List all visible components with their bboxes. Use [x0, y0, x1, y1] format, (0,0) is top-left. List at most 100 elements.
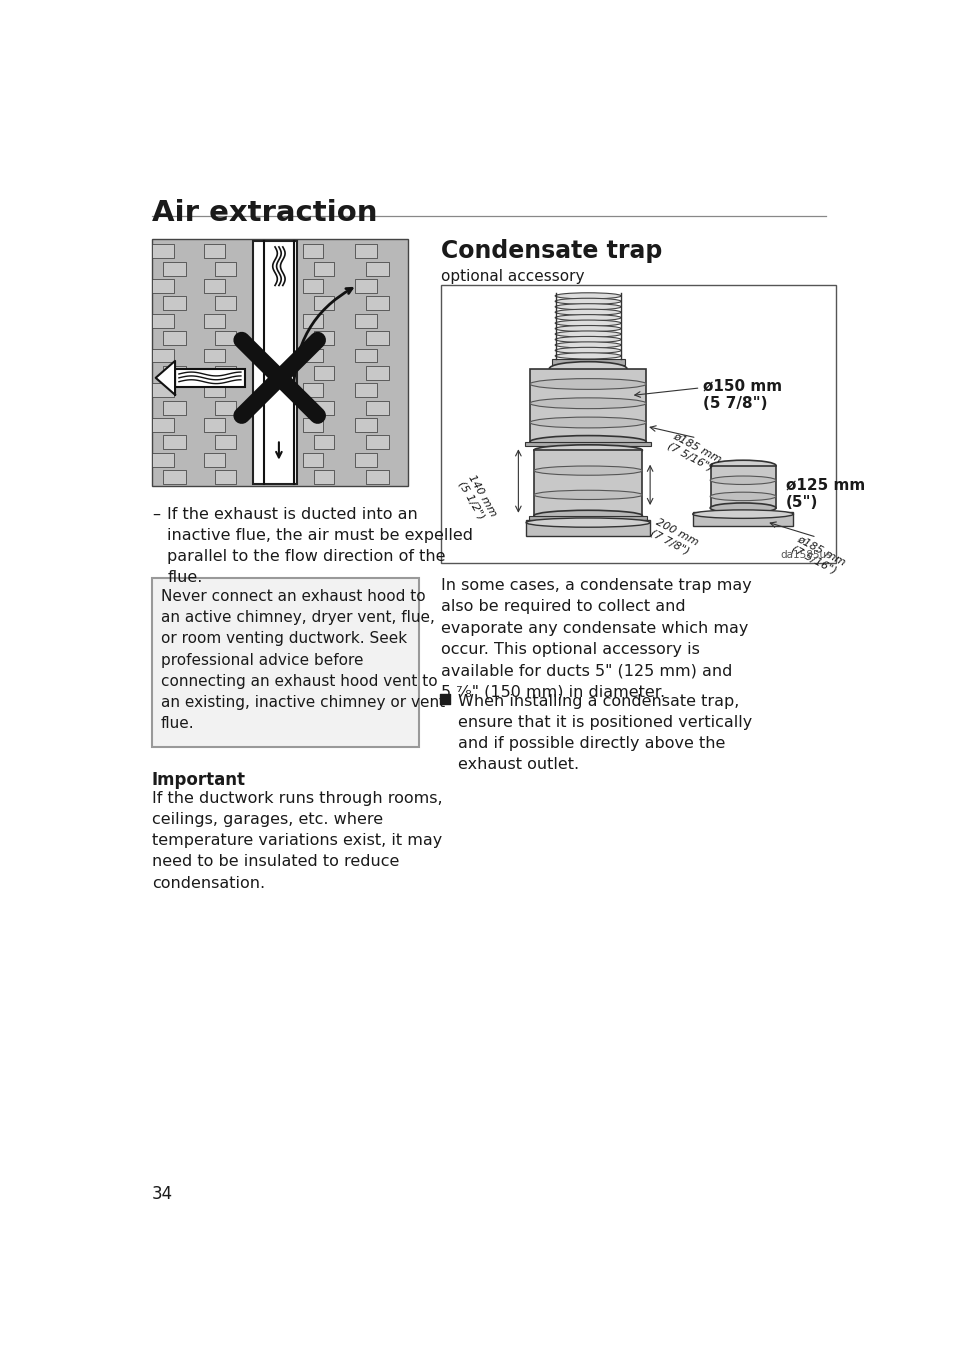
Bar [314, 331, 334, 345]
Ellipse shape [709, 476, 775, 484]
Text: ø150 mm
(5 7/8"): ø150 mm (5 7/8") [702, 379, 781, 411]
Bar [303, 453, 323, 466]
Ellipse shape [534, 510, 641, 521]
Bar [355, 349, 376, 362]
Text: Air extraction: Air extraction [152, 199, 376, 227]
Bar [440, 285, 835, 562]
Bar [204, 384, 225, 397]
Ellipse shape [709, 492, 775, 500]
Ellipse shape [549, 362, 626, 376]
Bar [303, 245, 323, 258]
Bar [355, 453, 376, 466]
Text: –: – [152, 507, 160, 522]
Bar [215, 262, 235, 276]
Bar [253, 241, 297, 484]
Bar [152, 579, 418, 748]
Ellipse shape [555, 293, 620, 299]
Bar [692, 512, 793, 526]
Ellipse shape [555, 331, 620, 337]
Bar [163, 400, 186, 415]
Text: In some cases, a condensate trap may
also be required to collect and
evaporate a: In some cases, a condensate trap may als… [440, 579, 751, 699]
Text: ø185 mm
(7 5/16"): ø185 mm (7 5/16") [789, 534, 846, 577]
Bar [534, 450, 641, 515]
Ellipse shape [555, 342, 620, 347]
Bar [303, 314, 323, 327]
Ellipse shape [555, 353, 620, 358]
Bar [204, 349, 225, 362]
Ellipse shape [555, 337, 620, 342]
Ellipse shape [555, 310, 620, 315]
Ellipse shape [530, 418, 645, 427]
Ellipse shape [555, 320, 620, 326]
Bar [163, 435, 186, 449]
Bar [314, 435, 334, 449]
Text: optional accessory: optional accessory [440, 269, 584, 284]
Bar [303, 349, 323, 362]
Bar [204, 279, 225, 293]
Bar [152, 384, 174, 397]
Bar [204, 314, 225, 327]
Ellipse shape [555, 304, 620, 310]
Bar [152, 279, 174, 293]
Bar [152, 349, 174, 362]
Text: Important: Important [152, 771, 246, 788]
Bar [163, 331, 186, 345]
Bar [366, 470, 389, 484]
Bar [529, 515, 646, 521]
Text: 140 mm
(5 1/2"): 140 mm (5 1/2") [456, 473, 497, 525]
Text: If the exhaust is ducted into an
inactive flue, the air must be expelled
paralle: If the exhaust is ducted into an inactiv… [167, 507, 473, 585]
Ellipse shape [530, 379, 645, 389]
Bar [366, 400, 389, 415]
Bar [163, 296, 186, 311]
Bar [215, 470, 235, 484]
Bar [525, 442, 650, 446]
Bar [215, 400, 235, 415]
Text: da1585us: da1585us [780, 549, 831, 560]
Bar [314, 366, 334, 380]
Ellipse shape [709, 460, 775, 470]
Ellipse shape [692, 510, 793, 518]
Ellipse shape [555, 299, 620, 304]
Text: Never connect an exhaust hood to
an active chimney, dryer vent, flue,
or room ve: Never connect an exhaust hood to an acti… [161, 589, 445, 731]
Bar [215, 296, 235, 311]
Bar [303, 279, 323, 293]
Bar [355, 384, 376, 397]
Text: 200 mm
(7 7/8"): 200 mm (7 7/8") [648, 518, 700, 558]
Ellipse shape [555, 347, 620, 353]
Bar [314, 400, 334, 415]
Bar [303, 384, 323, 397]
Bar [314, 470, 334, 484]
Bar [355, 314, 376, 327]
Text: ø185 mm
(7 5/16"): ø185 mm (7 5/16") [665, 430, 722, 475]
Ellipse shape [530, 397, 645, 408]
Bar [366, 331, 389, 345]
Bar [204, 453, 225, 466]
Bar [303, 418, 323, 431]
Bar [204, 245, 225, 258]
Bar [152, 245, 174, 258]
Bar [204, 418, 225, 431]
Bar [215, 331, 235, 345]
Bar [355, 245, 376, 258]
Text: Condensate trap: Condensate trap [440, 239, 661, 264]
Bar [366, 366, 389, 380]
Ellipse shape [534, 491, 641, 499]
Text: If the ductwork runs through rooms,
ceilings, garages, etc. where
temperature va: If the ductwork runs through rooms, ceil… [152, 791, 442, 891]
Ellipse shape [555, 315, 620, 320]
Bar [355, 418, 376, 431]
Bar [215, 435, 235, 449]
Bar [152, 314, 174, 327]
Bar [355, 279, 376, 293]
Bar [314, 262, 334, 276]
Bar [152, 239, 407, 485]
Ellipse shape [534, 466, 641, 476]
Bar [366, 435, 389, 449]
Bar [152, 453, 174, 466]
Ellipse shape [555, 326, 620, 331]
Bar [314, 296, 334, 311]
Bar [551, 358, 624, 365]
Bar [710, 465, 776, 508]
Bar [366, 262, 389, 276]
Text: ø125 mm
(5"): ø125 mm (5") [785, 477, 864, 510]
Bar [525, 521, 649, 535]
